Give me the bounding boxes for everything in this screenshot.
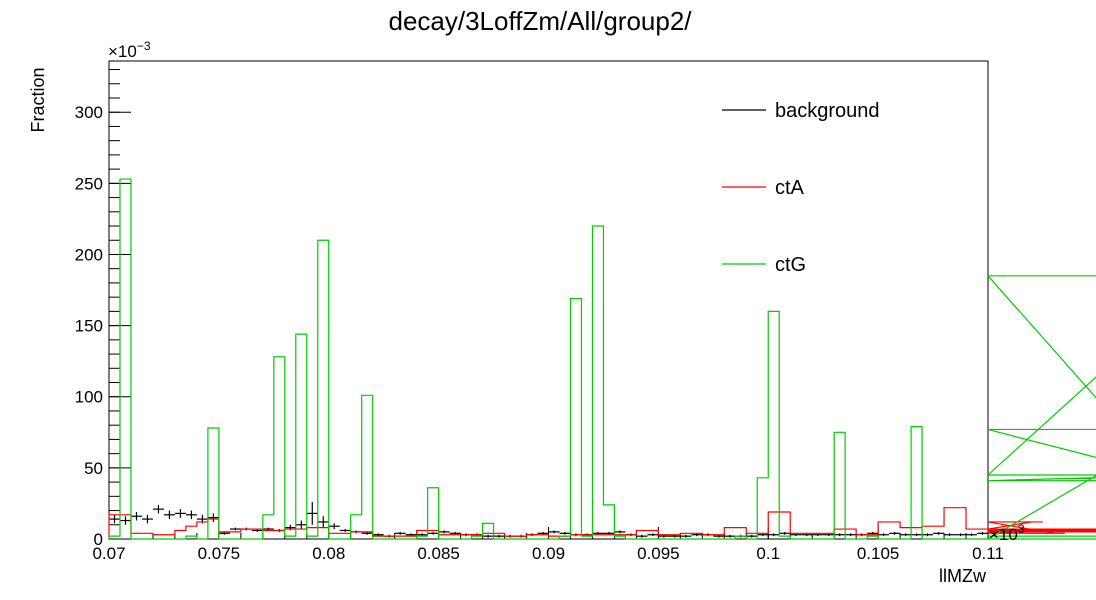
x-tick-label: 0.07: [92, 544, 125, 563]
y-tick-label: 200: [75, 245, 103, 264]
series-background-point: [109, 514, 120, 524]
series-background-point: [427, 531, 439, 535]
series-background-point: [328, 523, 340, 530]
legend-label: background: [775, 100, 880, 122]
y-multiplier: ×10−3: [108, 39, 151, 61]
series-background-point: [548, 530, 560, 534]
series-background-point: [779, 531, 791, 535]
series-background-point: [438, 530, 450, 534]
series-background-point: [119, 516, 131, 525]
series-background-point: [636, 534, 648, 538]
series-ctG-line: [108, 178, 1096, 540]
legend-item-ctG: ctG: [722, 254, 806, 276]
series-background-point: [493, 534, 505, 538]
x-tick-label: 0.085: [417, 544, 460, 563]
series-background-point: [977, 531, 988, 535]
series-background-point: [295, 520, 307, 530]
x-multiplier: ×103: [989, 522, 1025, 544]
series-background-point: [339, 529, 351, 532]
series-background-point: [746, 534, 758, 538]
x-tick-label: 0.11: [972, 544, 1004, 563]
series-background-point: [834, 533, 846, 537]
series-background-point: [207, 513, 219, 522]
x-tick-label: 0.075: [198, 544, 241, 563]
plot-frame: [108, 60, 989, 540]
series-background-point: [900, 533, 912, 537]
x-tick-label: 0.09: [532, 544, 565, 563]
x-multiplier-exponent: 3: [1018, 522, 1025, 536]
legend-label: ctG: [775, 254, 806, 276]
series-background-point: [889, 531, 901, 535]
series-background-point: [933, 531, 945, 535]
series-background-point: [768, 533, 780, 537]
y-tick-label: 300: [75, 103, 103, 122]
series-background-point: [394, 531, 406, 535]
series-background-point: [724, 534, 736, 538]
series-background-point: [845, 533, 857, 537]
series-background-point: [141, 514, 153, 524]
series-background-point: [130, 511, 142, 521]
y-tick-label: 100: [75, 388, 103, 407]
series-background-point: [174, 509, 186, 518]
legend: background ctA ctG: [722, 100, 880, 276]
y-tick-label: 0: [94, 530, 103, 549]
series-background-point: [911, 533, 923, 537]
x-tick-label: 0.1: [756, 544, 780, 563]
legend-label: ctA: [775, 177, 805, 199]
series-background-point: [944, 533, 956, 537]
series-background-point: [306, 502, 318, 525]
y-tick-label: 150: [75, 317, 103, 336]
legend-item-ctA: ctA: [722, 177, 805, 199]
legend-item-background: background: [722, 100, 880, 122]
chart-title: decay/3LoffZm/All/group2/: [388, 6, 692, 36]
x-tick-label: 0.08: [312, 544, 345, 563]
series-background-point: [614, 530, 626, 534]
series-background-point: [955, 533, 967, 537]
x-axis-label: llMZw: [939, 566, 987, 586]
x-multiplier-base: ×10: [989, 525, 1018, 544]
series-background-point: [317, 516, 329, 528]
plot-area: 0.07 0.075 0.08 0.085 0.09 0.095 0.1 0.105 0.11 0…: [75, 60, 1096, 563]
series-background-point: [922, 533, 934, 537]
series-background-point: [152, 504, 164, 514]
series-background-point: [482, 534, 494, 538]
series-background-point: [878, 533, 890, 537]
y-multiplier-exponent: −3: [137, 39, 151, 53]
y-tick-label: 50: [84, 459, 103, 478]
series-background-point: [647, 533, 659, 537]
series-background-point: [559, 531, 571, 535]
series-background-point: [966, 533, 978, 537]
series-background-point: [163, 510, 175, 520]
y-tick-label: 250: [75, 174, 103, 193]
y-multiplier-base: ×10: [108, 42, 137, 61]
x-tick-label: 0.095: [637, 544, 680, 563]
y-axis-label: Fraction: [28, 67, 48, 132]
series-background-point: [680, 534, 692, 538]
series-background-point: [229, 527, 241, 531]
series-background-point: [185, 510, 197, 520]
x-tick-label: 0.105: [857, 544, 900, 563]
